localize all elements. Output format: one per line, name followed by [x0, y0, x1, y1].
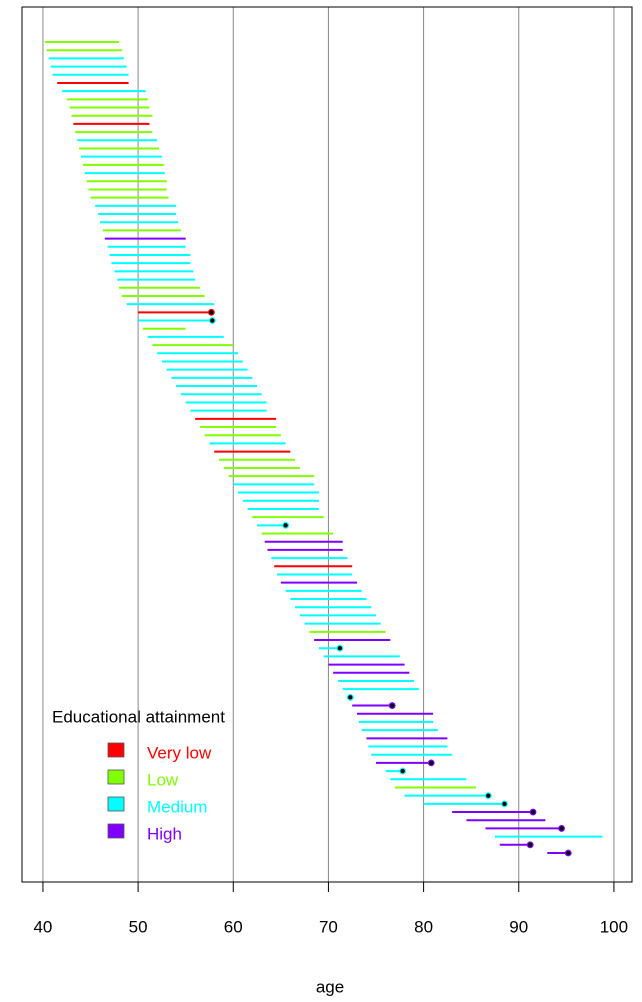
- x-tick-label: 100: [600, 917, 628, 936]
- death-point: [427, 759, 435, 767]
- death-point: [501, 800, 508, 808]
- x-tick-label: 70: [319, 917, 338, 936]
- legend-swatch: [107, 769, 125, 785]
- death-point: [558, 825, 565, 832]
- legend-swatch: [107, 796, 125, 812]
- legend-swatch: [107, 823, 125, 839]
- legend-label: Low: [147, 770, 179, 789]
- death-point: [388, 702, 396, 709]
- death-point: [484, 792, 492, 800]
- death-point: [336, 644, 344, 652]
- x-tick-label: 90: [509, 917, 528, 936]
- death-point: [399, 767, 407, 775]
- death-point: [208, 317, 216, 324]
- death-point: [529, 808, 537, 816]
- x-tick-label: 50: [129, 917, 148, 936]
- legend-swatch: [107, 742, 125, 758]
- x-tick-label: 40: [33, 917, 52, 936]
- death-point: [207, 308, 215, 316]
- death-point: [346, 693, 354, 701]
- legend-label: Medium: [147, 797, 207, 816]
- death-point: [526, 841, 534, 849]
- x-axis-label: age: [316, 977, 344, 996]
- legend-label: Very low: [147, 743, 212, 762]
- x-tick-label: 60: [224, 917, 243, 936]
- death-point: [282, 521, 290, 529]
- plot-frame: [21, 6, 633, 883]
- legend-title: Educational attainment: [52, 707, 225, 726]
- death-point: [564, 849, 572, 857]
- legend-label: High: [147, 824, 182, 843]
- x-tick-label: 80: [414, 917, 433, 936]
